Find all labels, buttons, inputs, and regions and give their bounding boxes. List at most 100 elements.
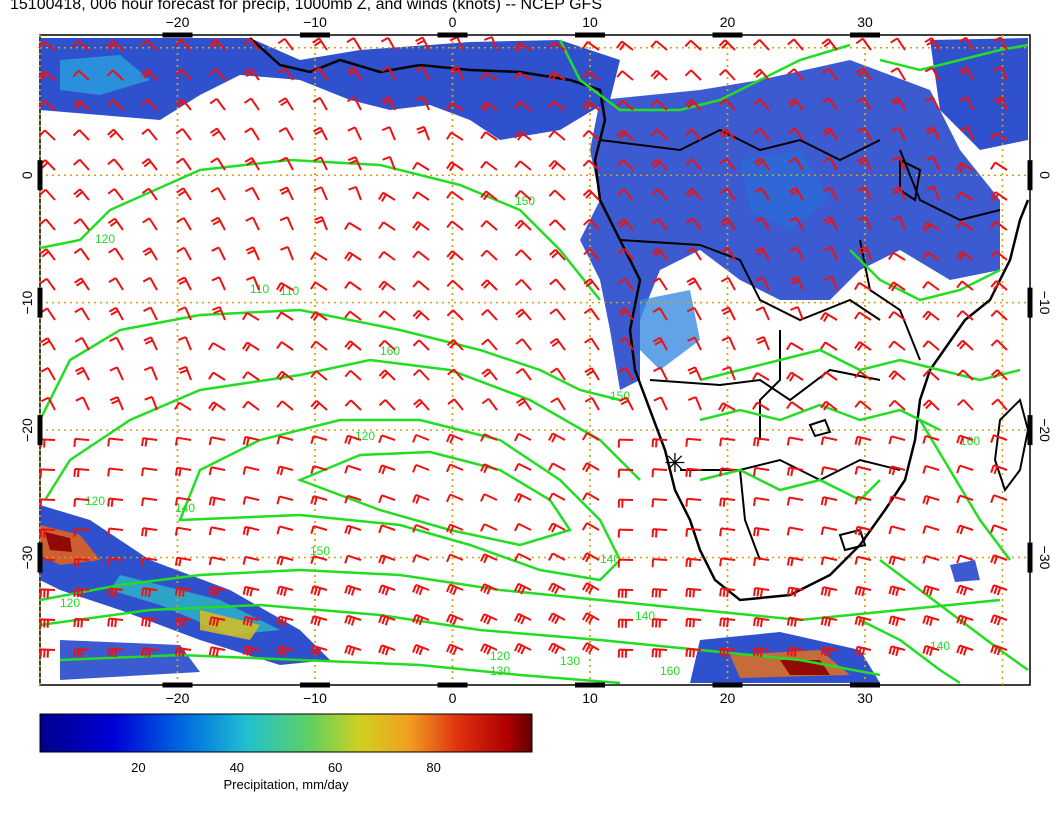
wind-barb xyxy=(446,279,464,291)
contour-line xyxy=(38,308,621,421)
wind-barb xyxy=(721,306,736,321)
wind-barb xyxy=(685,188,702,201)
wind-barb xyxy=(143,366,158,381)
wind-barb xyxy=(822,127,838,141)
wind-barb xyxy=(107,557,124,567)
wind-barb xyxy=(446,493,464,503)
wind-barb xyxy=(141,617,158,628)
wind-barb xyxy=(787,38,804,51)
wind-barb xyxy=(617,468,634,478)
wind-barb xyxy=(820,371,838,381)
contour-line xyxy=(39,158,601,301)
wind-barb xyxy=(412,463,430,473)
wind-barb xyxy=(208,496,226,506)
wind-barb xyxy=(175,98,192,111)
wind-barb xyxy=(890,67,906,81)
wind-barb xyxy=(548,642,566,655)
colorbar-tick-label: 80 xyxy=(426,760,440,775)
wind-barb xyxy=(480,131,498,141)
wind-barb xyxy=(548,100,566,111)
wind-barb xyxy=(548,432,566,443)
wind-barb xyxy=(109,336,124,351)
wind-barb xyxy=(752,466,770,477)
wind-barb xyxy=(616,70,634,81)
precip-patch xyxy=(60,640,200,680)
wind-barb xyxy=(891,156,906,171)
wind-barb xyxy=(685,158,702,171)
wind-barb xyxy=(990,554,1008,565)
wind-barb xyxy=(348,185,362,201)
wind-barb xyxy=(821,38,838,51)
wind-barb xyxy=(142,276,158,291)
wind-barb xyxy=(310,251,328,261)
wind-barb xyxy=(720,276,736,291)
wind-barb xyxy=(480,160,498,171)
wind-barb xyxy=(854,555,872,565)
wind-barb xyxy=(40,396,56,411)
wind-barb xyxy=(480,308,498,321)
wind-barb xyxy=(721,336,736,351)
lake-outline xyxy=(838,528,867,552)
wind-barb xyxy=(73,557,90,568)
wind-barb xyxy=(412,523,430,533)
wind-barb xyxy=(276,585,294,597)
wind-barb xyxy=(176,217,192,231)
wind-barb xyxy=(177,276,192,291)
wind-barb xyxy=(789,276,804,291)
wind-barb xyxy=(175,68,192,81)
wind-barb xyxy=(174,586,192,597)
wind-barb xyxy=(582,642,600,654)
wind-barb xyxy=(378,280,396,291)
contour-label: 120 xyxy=(95,232,115,246)
wind-barb xyxy=(990,309,1008,321)
wind-barb xyxy=(378,369,396,381)
wind-barb xyxy=(447,368,464,381)
wind-barb xyxy=(823,216,838,231)
wind-barb xyxy=(208,436,226,446)
wind-barb xyxy=(480,249,498,261)
wind-barb xyxy=(820,311,838,322)
wind-barb xyxy=(582,552,600,563)
wind-barb xyxy=(786,646,804,657)
wind-barb xyxy=(276,495,294,505)
lon-tick-label-bottom: 20 xyxy=(720,690,736,706)
wind-barb xyxy=(990,220,1008,231)
wind-barb xyxy=(107,527,124,537)
wind-barb xyxy=(514,492,532,503)
wind-barb xyxy=(990,464,1008,475)
wind-barb xyxy=(926,185,940,201)
wind-barb xyxy=(242,555,260,565)
wind-barb xyxy=(925,156,940,171)
wind-barb xyxy=(242,312,260,321)
wind-barb xyxy=(753,157,770,171)
contour-label: 160 xyxy=(660,664,680,678)
wind-barb xyxy=(208,616,226,627)
wind-barb xyxy=(242,371,260,381)
wind-barb xyxy=(279,216,294,231)
wind-barb xyxy=(382,155,396,171)
wind-barb xyxy=(582,612,600,624)
wind-barb xyxy=(107,437,124,447)
wind-barb xyxy=(616,159,634,171)
wind-barb xyxy=(412,433,430,443)
contour-label: 140 xyxy=(930,639,950,653)
lon-tick-label-bottom: 0 xyxy=(449,690,457,706)
wind-barb xyxy=(548,248,566,261)
contour-line xyxy=(699,348,1021,382)
wind-barb xyxy=(278,126,294,141)
wind-barb xyxy=(242,341,260,352)
wind-barb xyxy=(650,69,668,81)
wind-barb xyxy=(209,38,226,51)
wind-barb xyxy=(823,246,838,261)
axis-ticks: −20 −20 −10 −10 0 0 10 10 20 20 30 30 0 0 −10 −10 −20 −20… xyxy=(19,14,1053,706)
wind-barb xyxy=(381,96,396,111)
wind-barb xyxy=(210,216,226,231)
wind-barb xyxy=(685,437,702,447)
wind-barb xyxy=(446,433,464,444)
wind-barb xyxy=(142,217,158,231)
wind-barb xyxy=(344,340,362,351)
wind-barb xyxy=(244,186,260,201)
wind-barb xyxy=(582,189,600,201)
wind-barb xyxy=(313,126,328,141)
wind-barb xyxy=(378,399,396,411)
